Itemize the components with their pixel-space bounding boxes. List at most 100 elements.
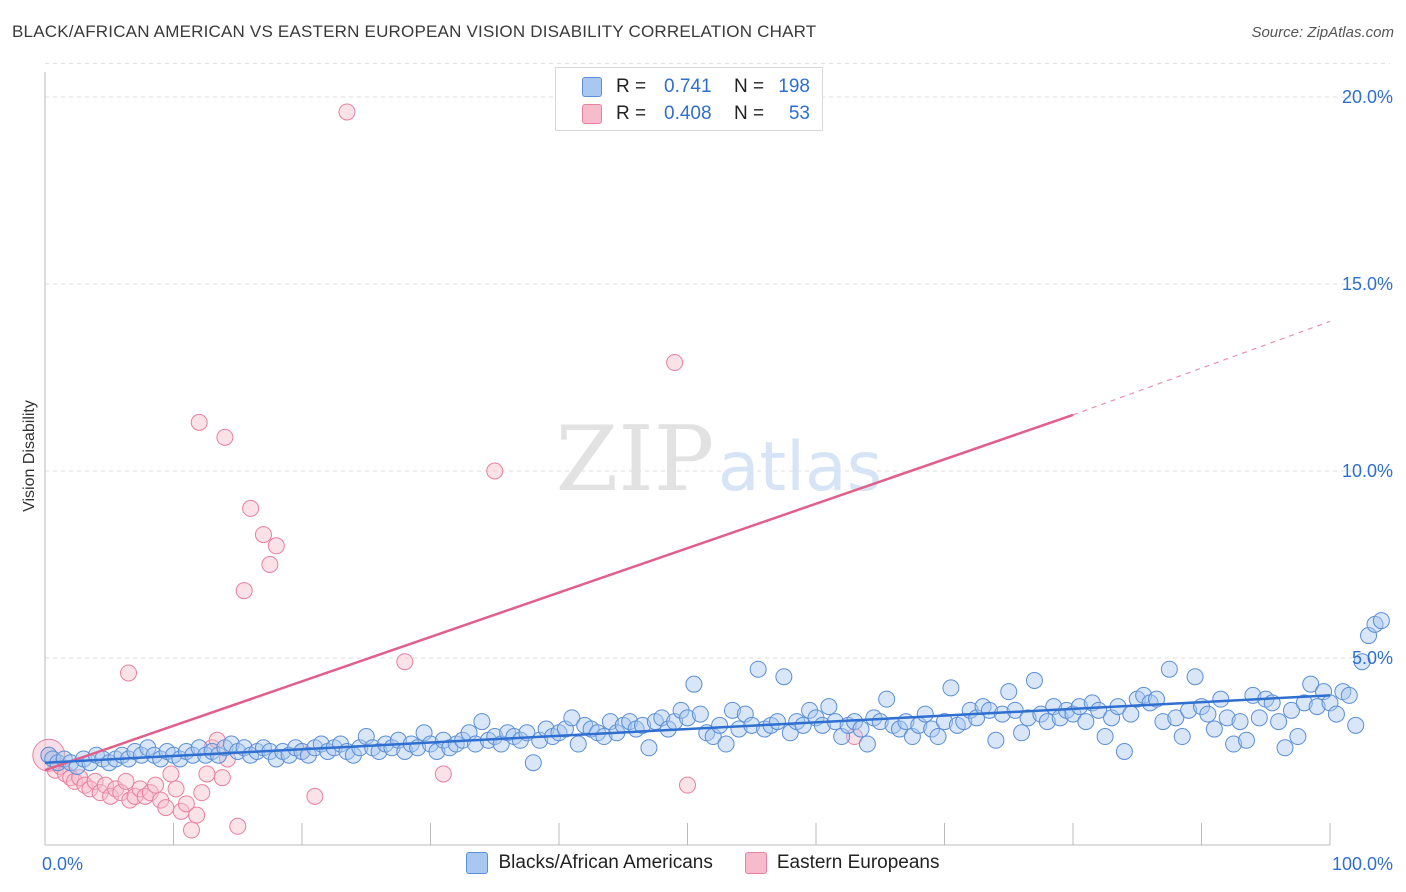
black-african-american-point (936, 713, 953, 731)
correlation-legend: R = 0.741 N = 198 R = 0.408 N = 53 (555, 67, 823, 131)
black-african-american-point (569, 735, 587, 753)
legend-row-blue: R = 0.741 N = 198 (582, 74, 810, 100)
black-african-american-point (878, 690, 896, 708)
black-african-american-point (794, 716, 812, 734)
black-african-american-point (1173, 728, 1191, 746)
black-african-american-point (1282, 701, 1300, 719)
legend-n-value-pink: 53 (788, 103, 810, 124)
eastern-european-point (96, 776, 114, 794)
black-african-american-point (679, 709, 696, 727)
black-african-american-point (1025, 671, 1043, 689)
eastern-european-point (198, 765, 216, 783)
series-legend: Blacks/African Americans Eastern Europea… (0, 852, 1406, 874)
series-swatch-pink (744, 852, 767, 874)
eastern-european-point (117, 772, 135, 790)
black-african-american-point (1347, 716, 1365, 734)
eastern-european-point (147, 776, 165, 794)
black-african-american-point (717, 735, 735, 753)
black-african-american-points (40, 612, 1390, 775)
eastern-european-point (188, 806, 206, 824)
black-african-american-trend-line (44, 694, 1331, 764)
black-african-american-point (1250, 709, 1268, 727)
eastern-european-point (242, 499, 260, 517)
black-african-american-point (634, 716, 652, 734)
black-african-american-point (775, 668, 793, 686)
x-tick-label-min: 0.0% (42, 854, 83, 874)
legend-swatch-blue (582, 77, 602, 97)
black-african-american-point (691, 705, 709, 723)
black-african-american-point (1122, 705, 1140, 723)
eastern-european-trend-line (44, 413, 1074, 772)
black-african-american-point (640, 739, 658, 757)
black-african-american-point (1038, 713, 1056, 731)
eastern-european-point (666, 354, 684, 372)
black-african-american-point (1186, 668, 1204, 686)
eastern-european-point (235, 582, 253, 600)
black-african-american-point (1070, 698, 1088, 716)
eastern-european-point (229, 817, 247, 835)
tick-labels: 5.0% 10.0% 15.0% 20.0% 0.0% 100.0% (42, 87, 1393, 874)
eastern-european-point (167, 780, 185, 798)
black-african-american-point (1295, 694, 1313, 712)
black-african-american-point (1340, 686, 1358, 704)
eastern-european-point (486, 462, 504, 480)
eastern-european-point (162, 765, 180, 783)
x-tick-label-max: 100.0% (1332, 854, 1393, 874)
source-credit: Source: ZipAtlas.com (1251, 24, 1394, 41)
black-african-american-point (524, 754, 542, 772)
eastern-european-trend-extension (1072, 320, 1331, 416)
eastern-european-point (338, 103, 356, 121)
black-african-american-point (929, 728, 947, 746)
eastern-european-point (679, 776, 696, 794)
black-african-american-point (942, 679, 960, 697)
eastern-european-point (306, 787, 324, 805)
series-label-blue: Blacks/African Americans (498, 852, 713, 873)
black-african-american-point (1160, 660, 1178, 678)
eastern-european-point (261, 556, 279, 573)
eastern-european-point (193, 784, 211, 802)
legend-row-pink: R = 0.408 N = 53 (582, 101, 810, 127)
eastern-european-point (190, 413, 208, 431)
black-african-american-point (1199, 705, 1217, 723)
black-african-american-point (1225, 735, 1243, 753)
y-tick-label: 15.0% (1342, 274, 1393, 294)
y-tick-label: 10.0% (1342, 461, 1393, 481)
black-african-american-point (749, 660, 767, 678)
trend-lines (44, 320, 1331, 772)
eastern-european-point (177, 795, 195, 813)
y-tick-label: 20.0% (1342, 87, 1393, 107)
watermark-atlas: atlas (718, 428, 882, 507)
black-african-american-point (1308, 698, 1326, 716)
black-african-american-point (852, 720, 870, 738)
legend-n-label: N = (734, 76, 765, 97)
black-african-american-point (820, 698, 838, 716)
eastern-european-point (216, 428, 234, 446)
black-african-american-point (1019, 709, 1037, 727)
black-african-american-point (711, 716, 729, 734)
black-african-american-point (916, 705, 934, 723)
black-african-american-point (1212, 690, 1230, 708)
black-african-american-point (1205, 720, 1223, 738)
black-african-american-point (1276, 739, 1294, 757)
legend-swatch-pink (582, 104, 602, 124)
black-african-american-point (563, 709, 581, 727)
legend-n-value-blue: 198 (778, 76, 810, 97)
black-african-american-point (473, 713, 491, 731)
black-african-american-point (987, 731, 1005, 749)
series-legend-blue: Blacks/African Americans (466, 852, 713, 874)
black-african-american-point (685, 675, 703, 693)
gridlines (45, 62, 1390, 659)
eastern-european-point (182, 821, 200, 839)
black-african-american-point (1154, 713, 1172, 731)
legend-n-label: N = (734, 103, 765, 124)
black-african-american-point (1167, 709, 1185, 727)
black-african-american-point (1270, 713, 1288, 731)
black-african-american-point (1000, 683, 1018, 701)
legend-r-label: R = (616, 76, 647, 97)
eastern-european-point (86, 772, 104, 790)
eastern-european-point (157, 799, 175, 817)
legend-r-value-blue: 0.741 (664, 76, 712, 97)
black-african-american-point (1327, 705, 1345, 723)
eastern-european-point (434, 765, 452, 783)
